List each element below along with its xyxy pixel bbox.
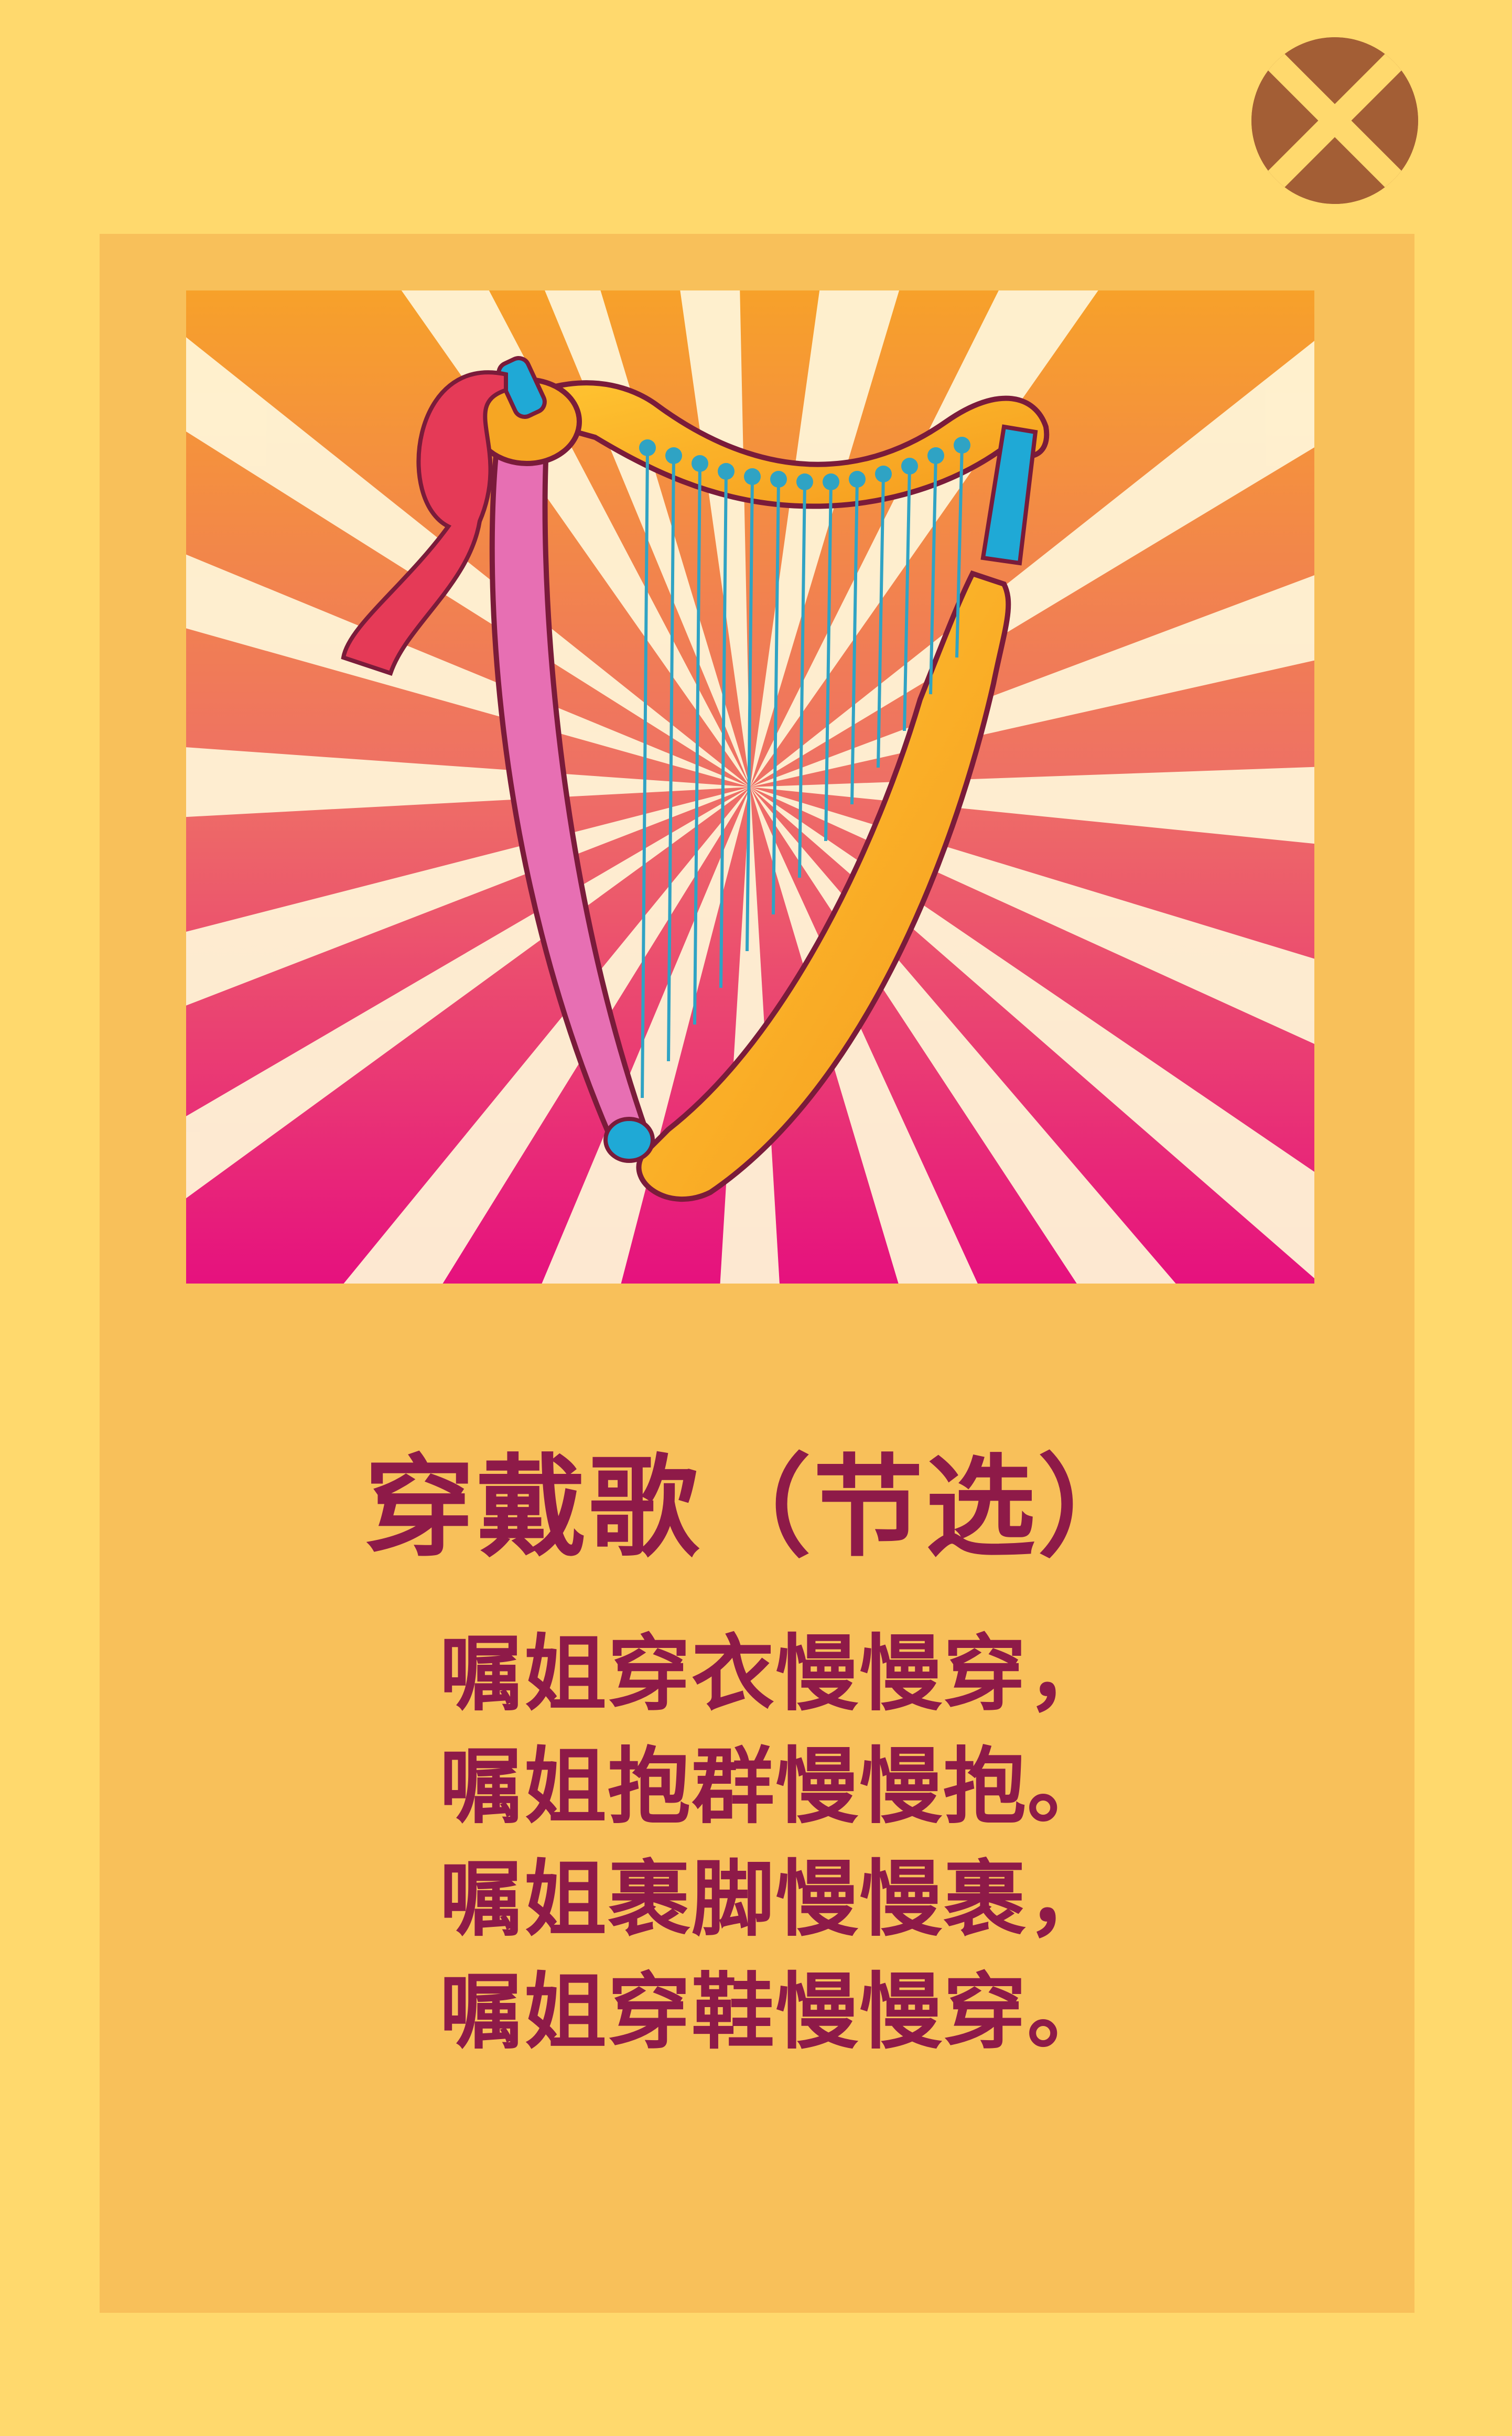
poem-title: 穿戴歌（节选） — [364, 1443, 1150, 1572]
poem-lines: 嘱姐穿衣慢慢穿， 嘱姐抱群慢慢抱。 嘱姐裹脚慢慢裹， 嘱姐穿鞋慢慢穿。 — [100, 1618, 1414, 2069]
harp-illustration — [186, 290, 1314, 1284]
poem-line: 嘱姐穿鞋慢慢穿。 — [440, 1964, 1111, 2061]
close-button[interactable] — [1251, 37, 1418, 204]
poem-card: 穿戴歌（节选） 嘱姐穿衣慢慢穿， 嘱姐抱群慢慢抱。 嘱姐裹脚慢慢裹， 嘱姐穿鞋慢… — [100, 234, 1414, 2313]
poem-line: 嘱姐穿衣慢慢穿， — [440, 1626, 1111, 1722]
poem-line: 嘱姐裹脚慢慢裹， — [440, 1851, 1111, 1948]
harp-icon — [341, 356, 1050, 1202]
poem-line: 嘱姐抱群慢慢抱。 — [440, 1739, 1111, 1835]
close-icon — [1251, 37, 1418, 204]
